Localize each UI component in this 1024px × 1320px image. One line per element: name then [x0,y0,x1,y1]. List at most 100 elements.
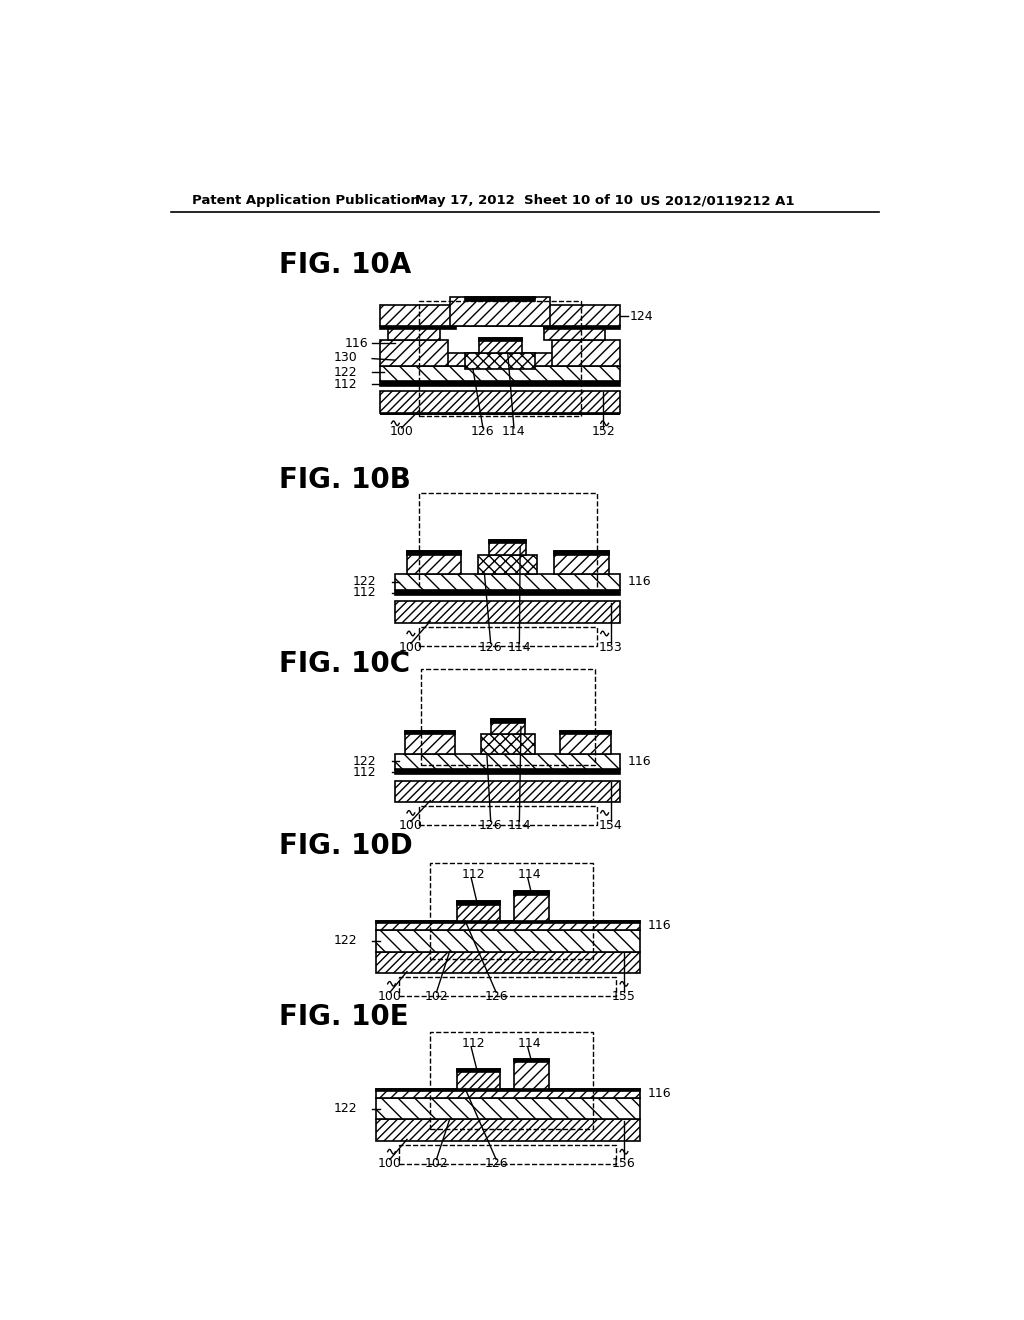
Bar [407,552,461,554]
Bar [490,719,524,723]
Text: 122: 122 [334,1102,357,1115]
Bar [458,1069,500,1089]
Bar [395,780,621,803]
Bar [458,902,500,904]
Text: 114: 114 [508,818,531,832]
Text: 122: 122 [352,755,377,768]
Bar [380,305,621,326]
Text: 114: 114 [518,1038,542,1051]
Text: 126: 126 [479,640,503,653]
Text: Patent Application Publication: Patent Application Publication [191,194,419,207]
Bar [380,391,621,412]
Bar [404,730,455,754]
Text: 112: 112 [352,766,377,779]
Bar [480,734,535,754]
Text: 114: 114 [502,425,525,438]
Text: 114: 114 [508,640,531,653]
Text: 156: 156 [612,1156,636,1170]
Text: 122: 122 [334,366,357,379]
Bar [430,863,593,960]
Text: May 17, 2012  Sheet 10 of 10: May 17, 2012 Sheet 10 of 10 [415,194,633,207]
Text: FIG. 10B: FIG. 10B [280,466,411,494]
Bar [560,730,611,734]
Bar [554,552,608,574]
Text: 102: 102 [425,990,449,1003]
Bar [465,354,535,368]
Bar [380,326,456,330]
Bar [380,381,621,387]
Text: 153: 153 [599,640,623,653]
Bar [514,891,549,921]
Text: 130: 130 [334,351,357,363]
Text: FIG. 10D: FIG. 10D [280,832,413,861]
Bar [376,921,640,923]
Bar [554,552,608,554]
Bar [458,902,500,921]
Bar [395,601,621,623]
Bar [419,627,597,645]
Text: 116: 116 [628,755,651,768]
Bar [384,354,616,367]
Text: 100: 100 [399,818,423,832]
Bar [376,1119,640,1140]
Bar [376,952,640,973]
Text: 102: 102 [425,1156,449,1170]
Bar [465,297,535,301]
Bar [490,719,524,734]
Text: 122: 122 [334,935,357,948]
Bar [458,1069,500,1072]
Bar [376,1089,640,1090]
Text: 100: 100 [378,1156,401,1170]
Text: 116: 116 [647,1086,671,1100]
Bar [376,1089,640,1098]
Text: 114: 114 [518,869,542,880]
Bar [380,367,621,381]
Text: 124: 124 [630,310,653,323]
Bar [489,540,526,544]
Text: 152: 152 [591,425,615,438]
Bar [404,730,455,734]
Bar [395,770,621,775]
Text: 126: 126 [471,425,495,438]
Text: 100: 100 [390,425,414,438]
Text: 112: 112 [461,1038,485,1051]
Bar [544,326,621,330]
Bar [380,341,449,367]
Text: FIG. 10E: FIG. 10E [280,1003,409,1031]
Bar [407,552,461,574]
Bar [430,1032,593,1129]
Text: 122: 122 [352,576,377,589]
Text: US 2012/0119212 A1: US 2012/0119212 A1 [640,194,794,207]
Bar [479,338,521,341]
Bar [514,1059,549,1089]
Text: 100: 100 [378,990,401,1003]
Bar [560,730,611,754]
Bar [388,326,440,341]
Bar [514,891,549,895]
Bar [380,413,621,414]
Bar [399,1144,616,1164]
Bar [478,554,538,574]
Text: 116: 116 [628,576,651,589]
Bar [399,977,616,997]
Bar [395,754,621,770]
Text: 126: 126 [484,1156,508,1170]
Bar [544,326,604,341]
Text: 116: 116 [647,919,671,932]
Bar [421,669,595,766]
Bar [479,338,521,354]
Text: FIG. 10A: FIG. 10A [280,251,412,279]
Text: 112: 112 [352,586,377,599]
Bar [395,590,621,595]
Text: 100: 100 [399,640,423,653]
Text: FIG. 10C: FIG. 10C [280,649,411,677]
Bar [376,1098,640,1119]
Bar [489,540,526,554]
Bar [419,807,597,825]
Bar [514,1059,549,1063]
Text: 126: 126 [484,990,508,1003]
Text: 155: 155 [612,990,636,1003]
Text: 154: 154 [599,818,623,832]
Bar [450,297,550,326]
Bar [395,574,621,590]
